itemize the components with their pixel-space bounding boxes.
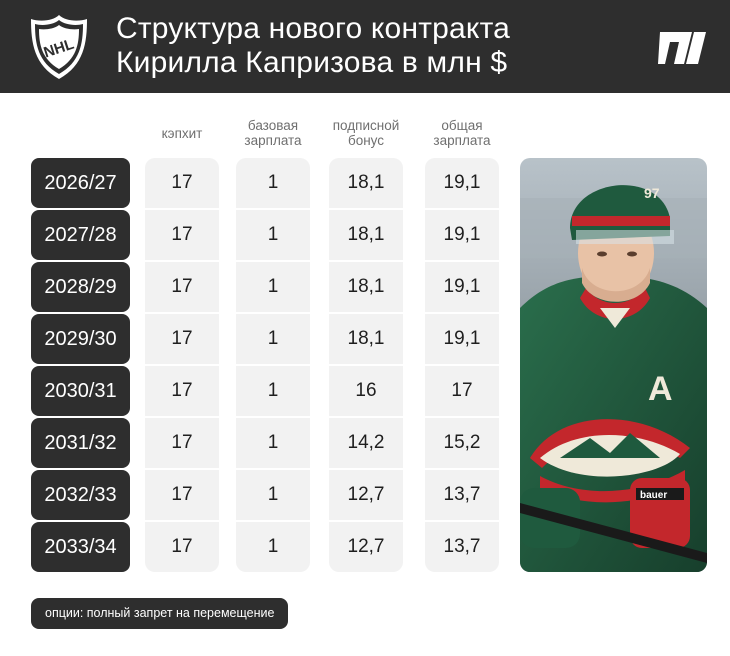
- row-divider: [30, 468, 500, 470]
- table-cell-value: 17: [451, 380, 473, 401]
- table-cell-value: 17: [171, 536, 193, 557]
- table-cell-value: 18,1: [347, 276, 385, 297]
- table-cell-value: 15,2: [443, 432, 481, 453]
- title-line-1: Структура нового контракта: [116, 12, 511, 45]
- table-cell-value: 17: [171, 172, 193, 193]
- sports-media-logo-icon: [658, 32, 706, 64]
- table-cell-value: 1: [267, 172, 279, 193]
- row-divider: [30, 312, 500, 314]
- page-title: Структура нового контракта Кирилла Капри…: [116, 12, 636, 80]
- table-cell-value: 19,1: [443, 276, 481, 297]
- table-cell-value: 16: [355, 380, 377, 401]
- season-label: 2033/34: [31, 522, 130, 572]
- column-header-1: кэпхит: [161, 126, 203, 141]
- table-cell-value: 12,7: [347, 484, 385, 505]
- season-label: 2032/33: [31, 470, 130, 520]
- helmet-number: 97: [644, 185, 660, 201]
- table-cell-value: 19,1: [443, 328, 481, 349]
- row-divider: [30, 364, 500, 366]
- contract-options-note: опции: полный запрет на перемещение: [31, 598, 289, 629]
- row-divider: [30, 260, 500, 262]
- captain-letter: A: [648, 370, 673, 408]
- player-photo: 97 A bauer: [520, 158, 707, 572]
- hockey-player-illustration: 97 A bauer: [520, 158, 707, 572]
- season-label: 2027/28: [31, 210, 130, 260]
- season-label: 2031/32: [31, 418, 130, 468]
- nhl-shield-icon: NHL: [31, 15, 87, 79]
- column-header-3: подписной бонус: [332, 118, 400, 148]
- table-cell-value: 1: [267, 484, 279, 505]
- column-header-2: базовая зарплата: [244, 118, 302, 148]
- table-cell-value: 13,7: [443, 484, 481, 505]
- title-line-2: Кирилла Капризова в млн $: [116, 46, 508, 79]
- row-divider: [30, 520, 500, 522]
- row-divider: [30, 208, 500, 210]
- table-cell-value: 17: [171, 328, 193, 349]
- table-cell-value: 13,7: [443, 536, 481, 557]
- table-cell-value: 17: [171, 380, 193, 401]
- table-cell-value: 17: [171, 484, 193, 505]
- table-cell-value: 1: [267, 328, 279, 349]
- table-cell-value: 12,7: [347, 536, 385, 557]
- column-header-4: общая зарплата: [433, 118, 491, 148]
- table-cell-value: 18,1: [347, 328, 385, 349]
- table-cell-value: 1: [267, 536, 279, 557]
- table-cell-value: 18,1: [347, 224, 385, 245]
- table-cell-value: 17: [171, 224, 193, 245]
- table-cell-value: 1: [267, 380, 279, 401]
- table-cell-value: 19,1: [443, 172, 481, 193]
- season-label: 2029/30: [31, 314, 130, 364]
- table-cell-value: 18,1: [347, 172, 385, 193]
- table-cell-value: 17: [171, 276, 193, 297]
- glove-brand-text: bauer: [640, 490, 667, 501]
- season-label: 2030/31: [31, 366, 130, 416]
- table-cell-value: 19,1: [443, 224, 481, 245]
- table-cell-value: 1: [267, 276, 279, 297]
- table-cell-value: 14,2: [347, 432, 385, 453]
- season-label: 2028/29: [31, 262, 130, 312]
- row-divider: [30, 416, 500, 418]
- table-cell-value: 1: [267, 432, 279, 453]
- season-label: 2026/27: [31, 158, 130, 208]
- table-cell-value: 17: [171, 432, 193, 453]
- table-cell-value: 1: [267, 224, 279, 245]
- header-bar: NHL Структура нового контракта Кирилла К…: [0, 0, 730, 93]
